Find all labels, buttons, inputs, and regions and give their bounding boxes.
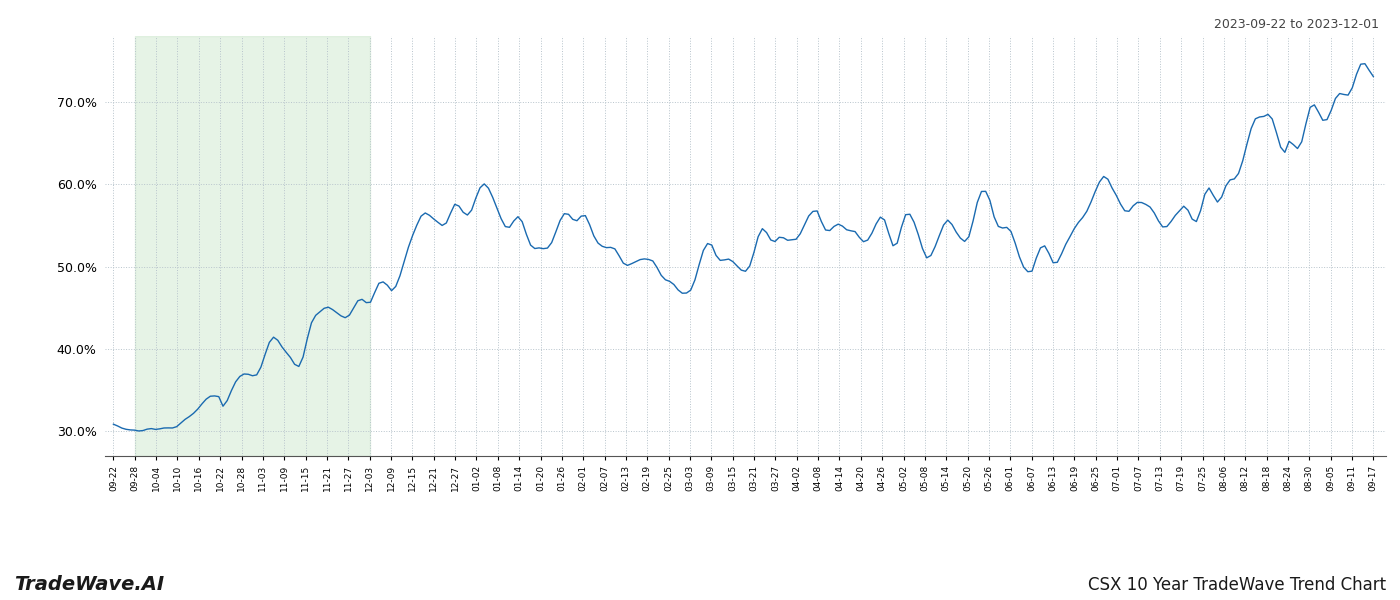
Text: CSX 10 Year TradeWave Trend Chart: CSX 10 Year TradeWave Trend Chart [1088, 576, 1386, 594]
Text: TradeWave.AI: TradeWave.AI [14, 575, 164, 594]
Text: 2023-09-22 to 2023-12-01: 2023-09-22 to 2023-12-01 [1214, 18, 1379, 31]
Bar [134, 36, 370, 456]
